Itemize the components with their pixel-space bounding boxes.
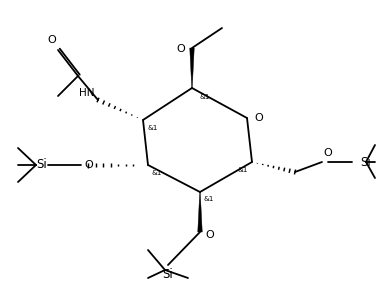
Text: O: O — [323, 148, 332, 158]
Text: O: O — [47, 35, 56, 45]
Text: Si: Si — [37, 158, 47, 172]
Text: Si: Si — [360, 156, 371, 168]
Text: O: O — [84, 160, 93, 170]
Polygon shape — [190, 48, 194, 88]
Text: O: O — [254, 113, 263, 123]
Text: &1: &1 — [199, 94, 209, 100]
Polygon shape — [198, 192, 202, 232]
Text: &1: &1 — [204, 196, 215, 202]
Text: O: O — [176, 44, 185, 54]
Text: &1: &1 — [238, 167, 248, 173]
Text: &1: &1 — [152, 170, 162, 176]
Text: &1: &1 — [147, 125, 157, 131]
Text: O: O — [205, 230, 214, 240]
Text: Si: Si — [163, 268, 173, 281]
Text: HN: HN — [80, 88, 95, 98]
